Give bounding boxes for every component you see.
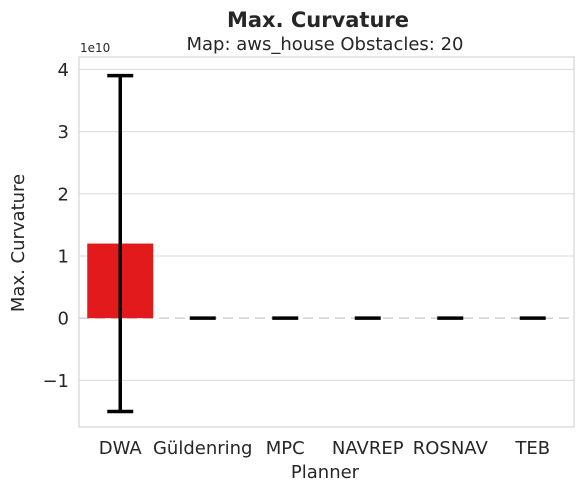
x-tick-label: MPC (266, 438, 305, 459)
y-tick-label: 2 (58, 184, 69, 205)
plot-frame (78, 56, 575, 428)
x-tick-label: DWA (99, 438, 143, 459)
error-bars (107, 73, 546, 414)
y-tick-label: 3 (58, 122, 69, 143)
x-tick-label: TEB (514, 438, 550, 459)
y-offset-label: 1e10 (80, 41, 110, 55)
y-tick-label: −1 (42, 371, 69, 392)
chart-title: Max. Curvature (227, 8, 409, 32)
x-tick-label: Güldenring (153, 438, 253, 459)
grid-lines (79, 68, 574, 381)
y-tick-label: 0 (58, 309, 69, 330)
x-tick-label: NAVREP (332, 438, 404, 459)
x-axis-label: Planner (291, 462, 360, 483)
x-tick-labels: DWA Güldenring MPC NAVREP ROSNAV TEB (99, 438, 550, 459)
y-tick-label: 1 (58, 246, 69, 267)
chart-subtitle: Map: aws_house Obstacles: 20 (186, 34, 463, 55)
x-tick-label: ROSNAV (413, 438, 489, 459)
y-axis-label: Max. Curvature (8, 174, 29, 312)
y-tick-labels: −1 0 1 2 3 4 (42, 60, 69, 392)
y-tick-label: 4 (58, 60, 69, 81)
